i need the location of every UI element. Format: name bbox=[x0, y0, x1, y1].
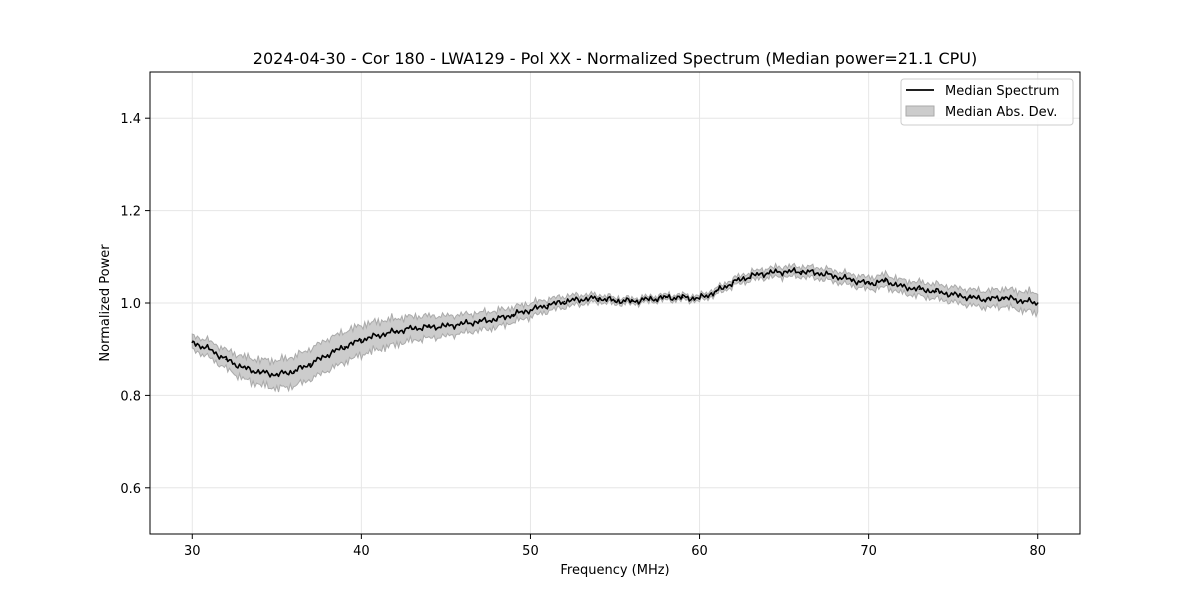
median-spectrum-point bbox=[377, 334, 380, 337]
median-spectrum-point bbox=[867, 282, 870, 285]
band-layer bbox=[191, 262, 1039, 393]
median-spectrum-point bbox=[276, 373, 278, 376]
median-spectrum-point bbox=[817, 272, 819, 274]
median-spectrum-point bbox=[732, 281, 735, 284]
median-spectrum-point bbox=[1020, 299, 1022, 302]
median-abs-dev-band bbox=[191, 262, 1039, 393]
legend-band-swatch bbox=[905, 105, 935, 117]
median-spectrum-point bbox=[191, 341, 194, 344]
x-tick-label: 70 bbox=[860, 544, 877, 559]
median-spectrum-point bbox=[546, 304, 549, 307]
median-spectrum-point bbox=[360, 339, 363, 341]
median-spectrum-point bbox=[529, 309, 532, 311]
median-spectrum-point bbox=[512, 313, 515, 316]
median-spectrum-point bbox=[749, 275, 752, 278]
median-spectrum-point bbox=[935, 290, 938, 293]
median-spectrum-point bbox=[631, 300, 633, 302]
median-spectrum-point bbox=[326, 353, 329, 356]
median-spectrum-point bbox=[715, 290, 718, 293]
median-spectrum-point bbox=[901, 286, 904, 288]
y-tick-label: 0.6 bbox=[120, 482, 141, 497]
x-tick-label: 30 bbox=[184, 544, 201, 559]
x-axis-title: Frequency (MHz) bbox=[560, 563, 669, 578]
median-spectrum-point bbox=[614, 299, 616, 302]
median-spectrum-point bbox=[563, 300, 566, 303]
median-spectrum-point bbox=[1003, 296, 1005, 299]
median-spectrum-point bbox=[834, 275, 836, 278]
median-spectrum-point bbox=[208, 348, 210, 351]
median-spectrum-point bbox=[918, 288, 921, 290]
x-axis-ticks: 30 40 50 60 70 80 bbox=[184, 534, 1046, 559]
legend: Median Spectrum Median Abs. Dev. bbox=[900, 78, 1074, 126]
median-spectrum-point bbox=[952, 293, 954, 296]
median-spectrum-point bbox=[969, 296, 971, 299]
median-spectrum-point bbox=[884, 280, 887, 282]
legend-box bbox=[900, 78, 1074, 126]
median-spectrum-point bbox=[225, 358, 227, 361]
median-spectrum-point bbox=[597, 297, 599, 300]
median-spectrum-point bbox=[309, 363, 312, 365]
median-spectrum-point bbox=[411, 327, 413, 330]
median-spectrum-point bbox=[478, 320, 481, 323]
median-spectrum-point bbox=[495, 318, 498, 320]
x-tick-label: 80 bbox=[1029, 544, 1046, 559]
median-spectrum-point bbox=[292, 370, 295, 373]
y-axis-ticks: 0.6 0.8 1.0 1.2 1.4 bbox=[120, 112, 150, 497]
median-spectrum-line bbox=[191, 267, 1039, 378]
y-axis-title: Normalized Power bbox=[98, 244, 113, 362]
y-tick-label: 1.2 bbox=[120, 205, 141, 220]
median-spectrum-point bbox=[580, 298, 582, 301]
median-spectrum-point bbox=[428, 326, 430, 328]
median-spectrum-point bbox=[648, 298, 650, 301]
legend-label-median-abs-dev: Median Abs. Dev. bbox=[945, 105, 1057, 120]
legend-label-median-spectrum: Median Spectrum bbox=[945, 84, 1059, 99]
median-spectrum-point bbox=[259, 371, 261, 374]
chart-title: 2024-04-30 - Cor 180 - LWA129 - Pol XX -… bbox=[253, 49, 977, 68]
median-spectrum-point bbox=[681, 296, 684, 299]
x-tick-label: 60 bbox=[691, 544, 708, 559]
median-spectrum-point bbox=[766, 272, 768, 274]
median-spectrum-point bbox=[242, 366, 244, 369]
median-spectrum-point bbox=[783, 270, 785, 273]
median-spectrum-point bbox=[394, 330, 396, 333]
y-tick-label: 0.8 bbox=[120, 389, 141, 404]
median-spectrum-point bbox=[343, 346, 346, 348]
y-tick-label: 1.4 bbox=[120, 112, 141, 127]
line-layer bbox=[191, 267, 1039, 378]
y-tick-label: 1.0 bbox=[120, 297, 141, 312]
median-spectrum-point bbox=[850, 279, 853, 281]
median-spectrum-point bbox=[462, 322, 464, 325]
x-tick-label: 40 bbox=[353, 544, 370, 559]
median-spectrum-point bbox=[1036, 302, 1039, 304]
median-spectrum-point bbox=[698, 297, 701, 300]
x-tick-label: 50 bbox=[522, 544, 539, 559]
median-spectrum-point bbox=[986, 298, 988, 301]
median-spectrum-point bbox=[664, 296, 667, 299]
median-spectrum-point bbox=[800, 270, 802, 273]
median-spectrum-point bbox=[445, 325, 447, 327]
